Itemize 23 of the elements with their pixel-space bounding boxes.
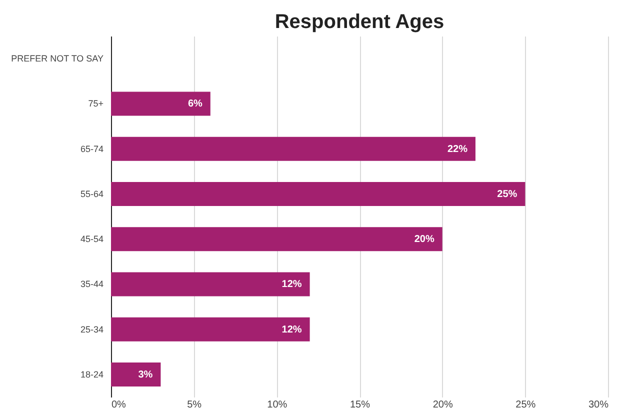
- data-label: 6%: [188, 98, 203, 110]
- x-tick-label: 5%: [187, 400, 202, 410]
- y-tick-label: 25-34: [80, 324, 104, 334]
- y-tick-label: 18-24: [80, 369, 104, 380]
- x-tick-label: 30%: [588, 400, 609, 410]
- y-tick-label: 45-54: [80, 234, 104, 244]
- data-label: 25%: [497, 188, 518, 200]
- y-tick-label: 65-74: [80, 144, 104, 154]
- y-tick-label: 75+: [88, 98, 104, 109]
- x-tick-label: 25%: [516, 400, 536, 410]
- y-tick-label: 35-44: [80, 279, 104, 290]
- data-label: 20%: [414, 234, 434, 246]
- x-tick-label: 0%: [112, 400, 126, 410]
- data-label: 12%: [282, 279, 302, 290]
- x-tick-label: 15%: [350, 400, 370, 410]
- chart-title: Respondent Ages: [274, 11, 444, 33]
- data-label: 22%: [447, 144, 468, 155]
- y-tick-label: PREFER NOT TO SAY: [11, 54, 104, 64]
- x-tick-label: 20%: [432, 400, 453, 410]
- data-label: 3%: [138, 369, 153, 380]
- data-label: 12%: [282, 324, 302, 336]
- x-tick-label: 10%: [267, 400, 288, 410]
- y-tick-label: 55-64: [80, 188, 104, 199]
